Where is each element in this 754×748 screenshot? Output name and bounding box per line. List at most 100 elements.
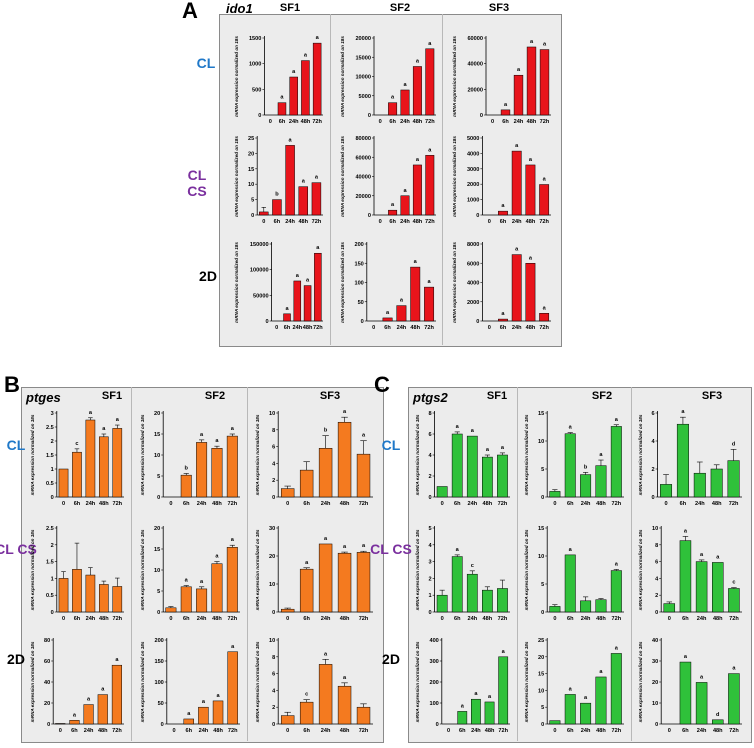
y-tick-label: 1000 bbox=[249, 62, 261, 68]
bar bbox=[610, 570, 622, 613]
bar bbox=[513, 74, 524, 116]
y-tick-label: 0 bbox=[480, 113, 483, 119]
x-tick-label: 6h bbox=[284, 325, 291, 331]
significance-letter: a bbox=[362, 543, 366, 549]
y-tick-label: 150 bbox=[354, 261, 363, 267]
significance-letter: c bbox=[732, 580, 735, 586]
bar bbox=[679, 661, 692, 725]
panel-a-letter: A bbox=[182, 0, 198, 23]
y-tick-label: 0 bbox=[541, 610, 544, 616]
significance-letter: a bbox=[215, 438, 219, 444]
y-tick-label: 150 bbox=[154, 659, 163, 665]
y-tick-label: 100 bbox=[429, 701, 438, 707]
x-tick-label: 24h bbox=[697, 616, 707, 622]
y-tick-label: 3 bbox=[428, 560, 431, 566]
panel-b-col-sf3: SF3 bbox=[319, 390, 341, 402]
significance-letter: a bbox=[504, 102, 508, 108]
chart-b-cl-sf2: mRNA expression normalized on 18s 0 5 10 15 2… bbox=[140, 411, 240, 507]
bar bbox=[676, 423, 689, 498]
y-axis-label: mRNA expression normalized on 18s bbox=[140, 641, 145, 722]
x-tick-label: 48h bbox=[298, 219, 308, 225]
x-tick-label: 6h bbox=[567, 501, 574, 507]
x-tick-label: 24h bbox=[581, 501, 591, 507]
x-tick-label: 48h bbox=[340, 728, 350, 734]
chart-a-cl-sf2: mRNA expression normalized on 18s 0 5000 10… bbox=[340, 36, 436, 125]
bar bbox=[58, 468, 69, 498]
chart-b-clcs-sf1: mRNA expression normalized on 18s 0 0.5 1 1.… bbox=[30, 526, 124, 622]
y-tick-label: 2 bbox=[655, 593, 658, 599]
chart-c-clcs-sf3: mRNA expression normalized on 18s 0 2 4 6 8 10… bbox=[638, 526, 742, 622]
panel-a-divider-1 bbox=[330, 14, 331, 345]
x-tick-label: 0 bbox=[488, 219, 491, 225]
x-tick-label: 24h bbox=[397, 325, 407, 331]
x-tick-label: 24h bbox=[695, 501, 705, 507]
panel-a-divider-2 bbox=[442, 14, 443, 345]
y-tick-label: 2 bbox=[51, 439, 54, 445]
bar bbox=[298, 186, 308, 216]
x-tick-label: 72h bbox=[498, 501, 508, 507]
y-tick-label: 150000 bbox=[250, 242, 269, 248]
significance-letter: a bbox=[200, 579, 204, 585]
y-axis-label: mRNA expression normalized on 18s bbox=[140, 529, 145, 610]
y-axis-label: mRNA expression normalized on 18s bbox=[255, 529, 260, 610]
x-tick-label: 6h bbox=[74, 616, 81, 622]
bar bbox=[277, 102, 287, 116]
bar bbox=[610, 426, 622, 498]
significance-letter: a bbox=[517, 67, 521, 73]
bar bbox=[595, 676, 607, 725]
significance-letter: d bbox=[732, 441, 736, 447]
significance-letter: a bbox=[391, 95, 395, 101]
panel-c-letter: C bbox=[374, 372, 390, 397]
y-tick-label: 1500 bbox=[249, 36, 261, 42]
x-tick-label: 24h bbox=[400, 119, 410, 125]
x-tick-label: 72h bbox=[729, 728, 739, 734]
significance-letter: a bbox=[599, 452, 603, 458]
y-tick-label: 3000 bbox=[467, 167, 479, 173]
x-tick-label: 0 bbox=[553, 728, 556, 734]
y-tick-label: 0 bbox=[655, 722, 658, 728]
y-tick-label: 10 bbox=[154, 453, 160, 459]
x-tick-label: 0 bbox=[286, 616, 289, 622]
y-axis-label: mRNA expression normalized on 18s bbox=[30, 641, 35, 722]
y-axis-label: mRNA expression normalized on 18s bbox=[234, 242, 239, 323]
y-axis-label: mRNA expression normalized on 18s bbox=[638, 641, 643, 722]
significance-letter: a bbox=[116, 417, 120, 423]
x-tick-label: 6h bbox=[459, 728, 466, 734]
significance-letter: a bbox=[461, 703, 465, 709]
significance-letter: a bbox=[101, 687, 105, 693]
y-tick-label: 50 bbox=[158, 701, 164, 707]
y-axis-label: mRNA expression normalized on 18s bbox=[255, 641, 260, 722]
bar bbox=[293, 280, 302, 322]
bar bbox=[580, 600, 592, 613]
y-axis-label: mRNA expression normalized on 18s bbox=[234, 136, 239, 217]
significance-letter: a bbox=[231, 426, 235, 432]
panel-b-col-sf2: SF2 bbox=[204, 390, 226, 402]
x-tick-label: 0 bbox=[664, 501, 667, 507]
x-tick-label: 6h bbox=[389, 219, 396, 225]
bar bbox=[539, 184, 550, 216]
bar bbox=[451, 433, 463, 498]
significance-letter: a bbox=[488, 694, 492, 700]
x-tick-label: 0 bbox=[553, 501, 556, 507]
y-tick-label: 1.5 bbox=[46, 560, 54, 566]
significance-letter: b bbox=[275, 192, 279, 198]
bar bbox=[337, 685, 352, 725]
panel-c-col-sf1: SF1 bbox=[486, 390, 508, 402]
bar bbox=[356, 552, 371, 613]
bar bbox=[85, 574, 96, 613]
y-tick-label: 20 bbox=[269, 554, 275, 560]
y-tick-label: 15000 bbox=[355, 55, 371, 61]
y-tick-label: 0 bbox=[258, 113, 261, 119]
x-tick-label: 0 bbox=[169, 616, 172, 622]
bar bbox=[72, 451, 82, 498]
x-tick-label: 48h bbox=[596, 728, 606, 734]
significance-letter: a bbox=[732, 666, 736, 672]
y-tick-label: 0 bbox=[476, 213, 479, 219]
y-tick-label: 50 bbox=[358, 300, 364, 306]
y-tick-label: 20 bbox=[44, 701, 50, 707]
y-tick-label: 8000 bbox=[467, 242, 479, 248]
y-tick-label: 0 bbox=[272, 610, 275, 616]
bar bbox=[280, 488, 295, 498]
x-tick-label: 24h bbox=[467, 501, 477, 507]
y-axis-label: mRNA expression normalized on 18s bbox=[415, 529, 420, 610]
